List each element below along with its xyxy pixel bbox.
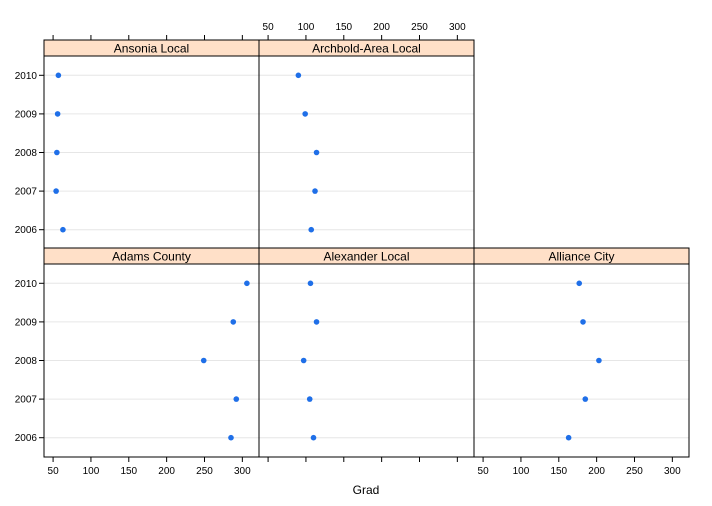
x-tick-label: 50: [263, 22, 275, 33]
y-tick-label: 2007: [15, 395, 38, 406]
y-tick-label: 2006: [15, 433, 38, 444]
data-point: [312, 188, 318, 194]
strip-label: Alliance City: [548, 250, 614, 264]
x-tick-label: 50: [48, 466, 60, 477]
x-tick-label: 300: [449, 22, 466, 33]
x-tick-label: 250: [196, 466, 213, 477]
x-tick-label: 200: [158, 466, 175, 477]
y-tick-label: 2009: [15, 109, 38, 120]
data-point: [55, 72, 62, 79]
strip-label: Ansonia Local: [114, 42, 189, 56]
data-point: [228, 434, 234, 441]
y-tick-label: 2006: [15, 225, 38, 236]
x-axis-label: Grad: [353, 483, 380, 497]
y-tick-label: 2008: [15, 148, 38, 159]
x-tick-label: 50: [478, 466, 490, 477]
panel-border: [258, 247, 475, 458]
y-tick-label: 2010: [15, 71, 38, 82]
x-tick-label: 200: [588, 466, 605, 477]
x-tick-label: 250: [411, 22, 428, 33]
data-point: [580, 319, 586, 325]
data-point: [244, 280, 250, 287]
panel-border: [258, 39, 475, 250]
panel-border: [43, 39, 260, 250]
data-point: [295, 72, 302, 79]
x-tick-label: 150: [550, 466, 567, 477]
x-tick-label: 100: [298, 22, 315, 33]
data-point: [565, 434, 572, 441]
panel-border: [43, 247, 260, 458]
data-point: [310, 434, 317, 441]
data-point: [54, 111, 61, 117]
data-point: [302, 111, 308, 117]
x-tick-label: 100: [513, 466, 530, 477]
data-point: [53, 188, 59, 194]
data-point: [313, 319, 320, 325]
x-tick-label: 300: [234, 466, 251, 477]
data-point: [582, 396, 589, 402]
panel-border: [473, 247, 690, 458]
data-point: [230, 319, 237, 325]
y-tick-label: 2007: [15, 187, 38, 198]
strip-label: Archbold-Area Local: [312, 42, 421, 56]
strip-label: Adams County: [112, 250, 191, 264]
x-tick-label: 150: [120, 466, 137, 477]
y-tick-label: 2009: [15, 317, 38, 328]
data-point: [300, 357, 307, 364]
data-point: [306, 396, 313, 402]
x-tick-label: 100: [83, 466, 100, 477]
data-point: [60, 226, 66, 233]
data-point: [233, 396, 240, 402]
x-tick-label: 250: [626, 466, 643, 477]
data-point: [308, 226, 315, 233]
data-point: [200, 357, 207, 364]
data-point: [576, 280, 583, 287]
x-tick-label: 300: [664, 466, 681, 477]
x-tick-label: 150: [335, 22, 352, 33]
data-point: [307, 280, 314, 287]
strip-label: Alexander Local: [323, 250, 409, 264]
data-point: [596, 357, 602, 364]
data-point: [313, 149, 320, 156]
x-tick-label: 200: [373, 22, 390, 33]
data-point: [54, 149, 60, 156]
y-tick-label: 2010: [15, 279, 38, 290]
y-tick-label: 2008: [15, 356, 38, 367]
